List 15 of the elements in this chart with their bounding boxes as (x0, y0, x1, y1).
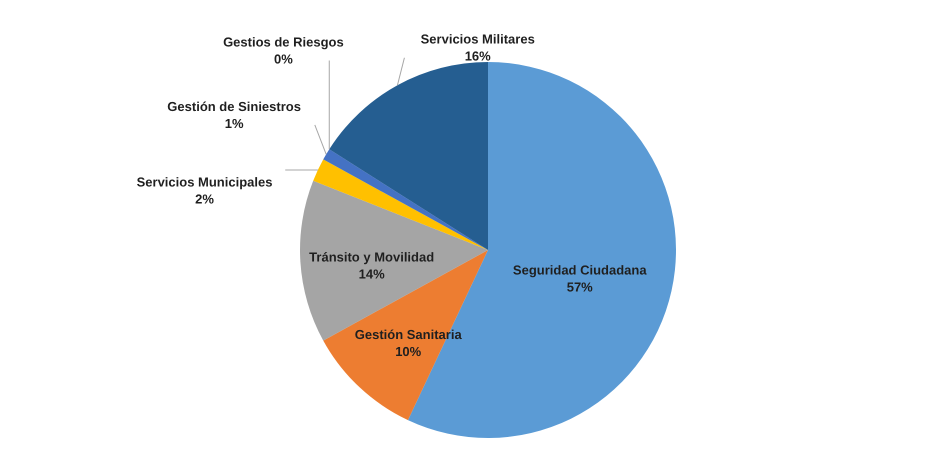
data-label: 1% (224, 116, 244, 131)
pie-slice (300, 180, 488, 341)
text: 0% (274, 52, 293, 67)
slice-label: Tránsito y Movilidad (309, 249, 434, 264)
category-label: Gestios de Riesgos (223, 34, 344, 50)
data-label: 14% (358, 266, 386, 282)
data-label: 57% (566, 280, 594, 295)
data-label: 16% (464, 48, 492, 64)
slice-label: Servicios Municipales (136, 174, 272, 190)
data-label: 10% (395, 344, 422, 359)
slice-label: Gestión de Siniestros (167, 98, 301, 114)
data-label: 2% (195, 191, 214, 206)
slice-label: Seguridad Ciudadana (512, 262, 648, 278)
pie-slice (329, 62, 488, 250)
slice-label: Servicios Militares (420, 32, 535, 47)
